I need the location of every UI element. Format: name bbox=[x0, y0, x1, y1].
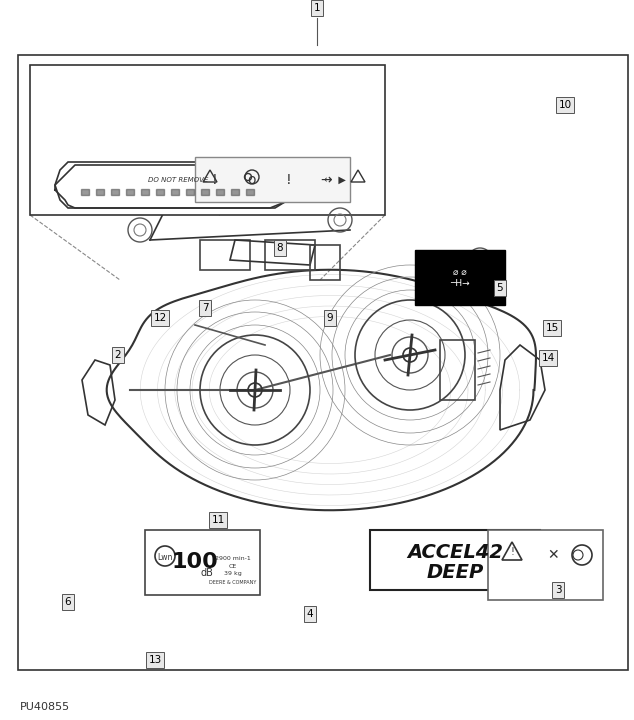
Bar bbox=[18, 55, 628, 670]
Bar bbox=[145, 530, 260, 595]
Bar bbox=[81, 189, 89, 195]
Text: ⌀ ⌀
─H→: ⌀ ⌀ ─H→ bbox=[450, 269, 470, 288]
Bar bbox=[440, 340, 475, 400]
Text: DEEP: DEEP bbox=[427, 562, 484, 582]
Bar bbox=[216, 189, 224, 195]
Bar bbox=[186, 189, 194, 195]
Bar bbox=[195, 157, 350, 202]
Text: !: ! bbox=[212, 173, 218, 187]
Text: !: ! bbox=[286, 173, 292, 187]
Text: 39 kg: 39 kg bbox=[224, 572, 242, 577]
Text: 14: 14 bbox=[541, 353, 555, 363]
Bar bbox=[171, 189, 179, 195]
Bar bbox=[310, 245, 340, 280]
Text: 12: 12 bbox=[153, 313, 167, 323]
Bar bbox=[201, 189, 209, 195]
Bar bbox=[231, 189, 239, 195]
Text: 8: 8 bbox=[276, 243, 283, 253]
Bar bbox=[415, 250, 505, 305]
Bar bbox=[30, 65, 385, 215]
Bar bbox=[246, 189, 254, 195]
Text: 15: 15 bbox=[545, 323, 559, 333]
Text: !: ! bbox=[510, 547, 514, 557]
Text: 11: 11 bbox=[211, 515, 224, 525]
Text: 100: 100 bbox=[172, 552, 218, 572]
Bar bbox=[96, 189, 104, 195]
Bar bbox=[141, 189, 149, 195]
Bar bbox=[200, 240, 250, 270]
Text: 2900 min-1: 2900 min-1 bbox=[215, 556, 251, 560]
Text: dB: dB bbox=[200, 568, 214, 578]
Bar bbox=[370, 530, 540, 590]
Bar bbox=[111, 189, 119, 195]
Text: DEERE & COMPANY: DEERE & COMPANY bbox=[209, 580, 257, 585]
Bar bbox=[265, 240, 315, 270]
Bar bbox=[488, 530, 603, 600]
Text: PU40855: PU40855 bbox=[20, 702, 70, 712]
Text: 3: 3 bbox=[555, 585, 561, 595]
Text: CE: CE bbox=[229, 564, 237, 569]
Text: 1: 1 bbox=[314, 3, 320, 13]
Text: DO NOT REMOVE: DO NOT REMOVE bbox=[148, 177, 208, 183]
Text: 13: 13 bbox=[148, 655, 162, 665]
Text: Lwn: Lwn bbox=[157, 552, 172, 562]
Text: 7: 7 bbox=[202, 303, 209, 313]
Text: 4: 4 bbox=[307, 609, 313, 619]
Text: ↔  ▶: ↔ ▶ bbox=[324, 175, 346, 185]
Text: ✕: ✕ bbox=[547, 548, 559, 562]
Text: 6: 6 bbox=[65, 597, 71, 607]
Text: ACCEL42: ACCEL42 bbox=[407, 542, 503, 562]
Text: →: → bbox=[320, 173, 332, 187]
Text: o: o bbox=[248, 173, 256, 187]
Text: 9: 9 bbox=[327, 313, 333, 323]
Text: 5: 5 bbox=[496, 283, 503, 293]
Bar bbox=[156, 189, 164, 195]
Text: 2: 2 bbox=[115, 350, 121, 360]
Bar bbox=[126, 189, 134, 195]
Text: 10: 10 bbox=[559, 100, 572, 110]
